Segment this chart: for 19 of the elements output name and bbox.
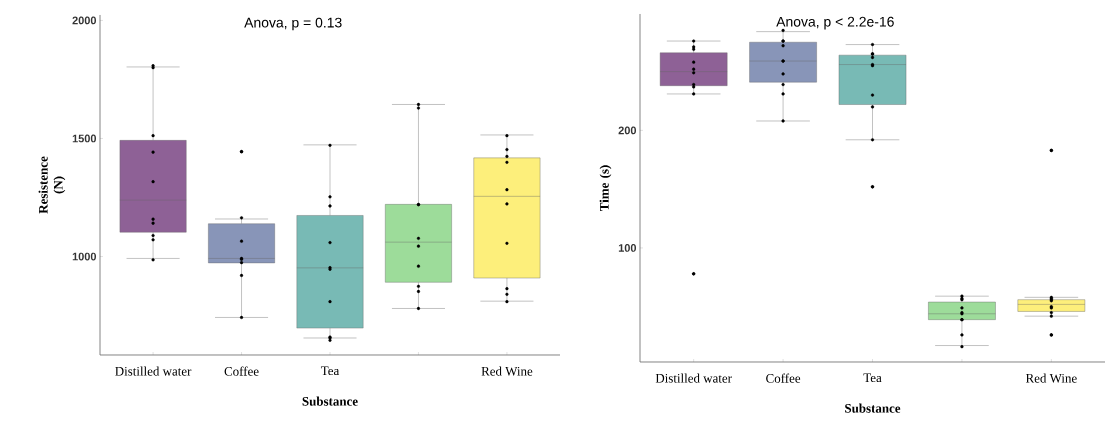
y-tick-label: 100 <box>618 244 637 252</box>
x-axis-title: Substance <box>845 403 901 413</box>
y-axis-title: Time (s) <box>599 165 612 212</box>
x-axis-title: Substance <box>302 396 358 406</box>
y-tick-label: 2000 <box>72 16 97 25</box>
y-tick-label: 1500 <box>72 134 97 143</box>
y-tick-label: 200 <box>618 126 637 135</box>
x-tick-label: Distilled water <box>115 366 192 376</box>
x-tick-label: Tea <box>863 373 882 383</box>
y-axis-title: Resistence (N) <box>38 156 66 214</box>
chart-title: Anova, p = 0.13 <box>244 17 342 31</box>
chart-title: Anova, p < 2.2e-16 <box>776 16 894 30</box>
x-tick-label: Red Wine <box>1025 373 1077 383</box>
x-tick-label: Coffee <box>224 366 259 376</box>
x-tick-label: Coffee <box>766 373 801 383</box>
y-tick-label: 1000 <box>72 252 97 261</box>
x-tick-label: Red Wine <box>481 366 533 376</box>
x-tick-label: Distilled water <box>655 373 732 383</box>
x-tick-label: Tea <box>320 366 340 376</box>
